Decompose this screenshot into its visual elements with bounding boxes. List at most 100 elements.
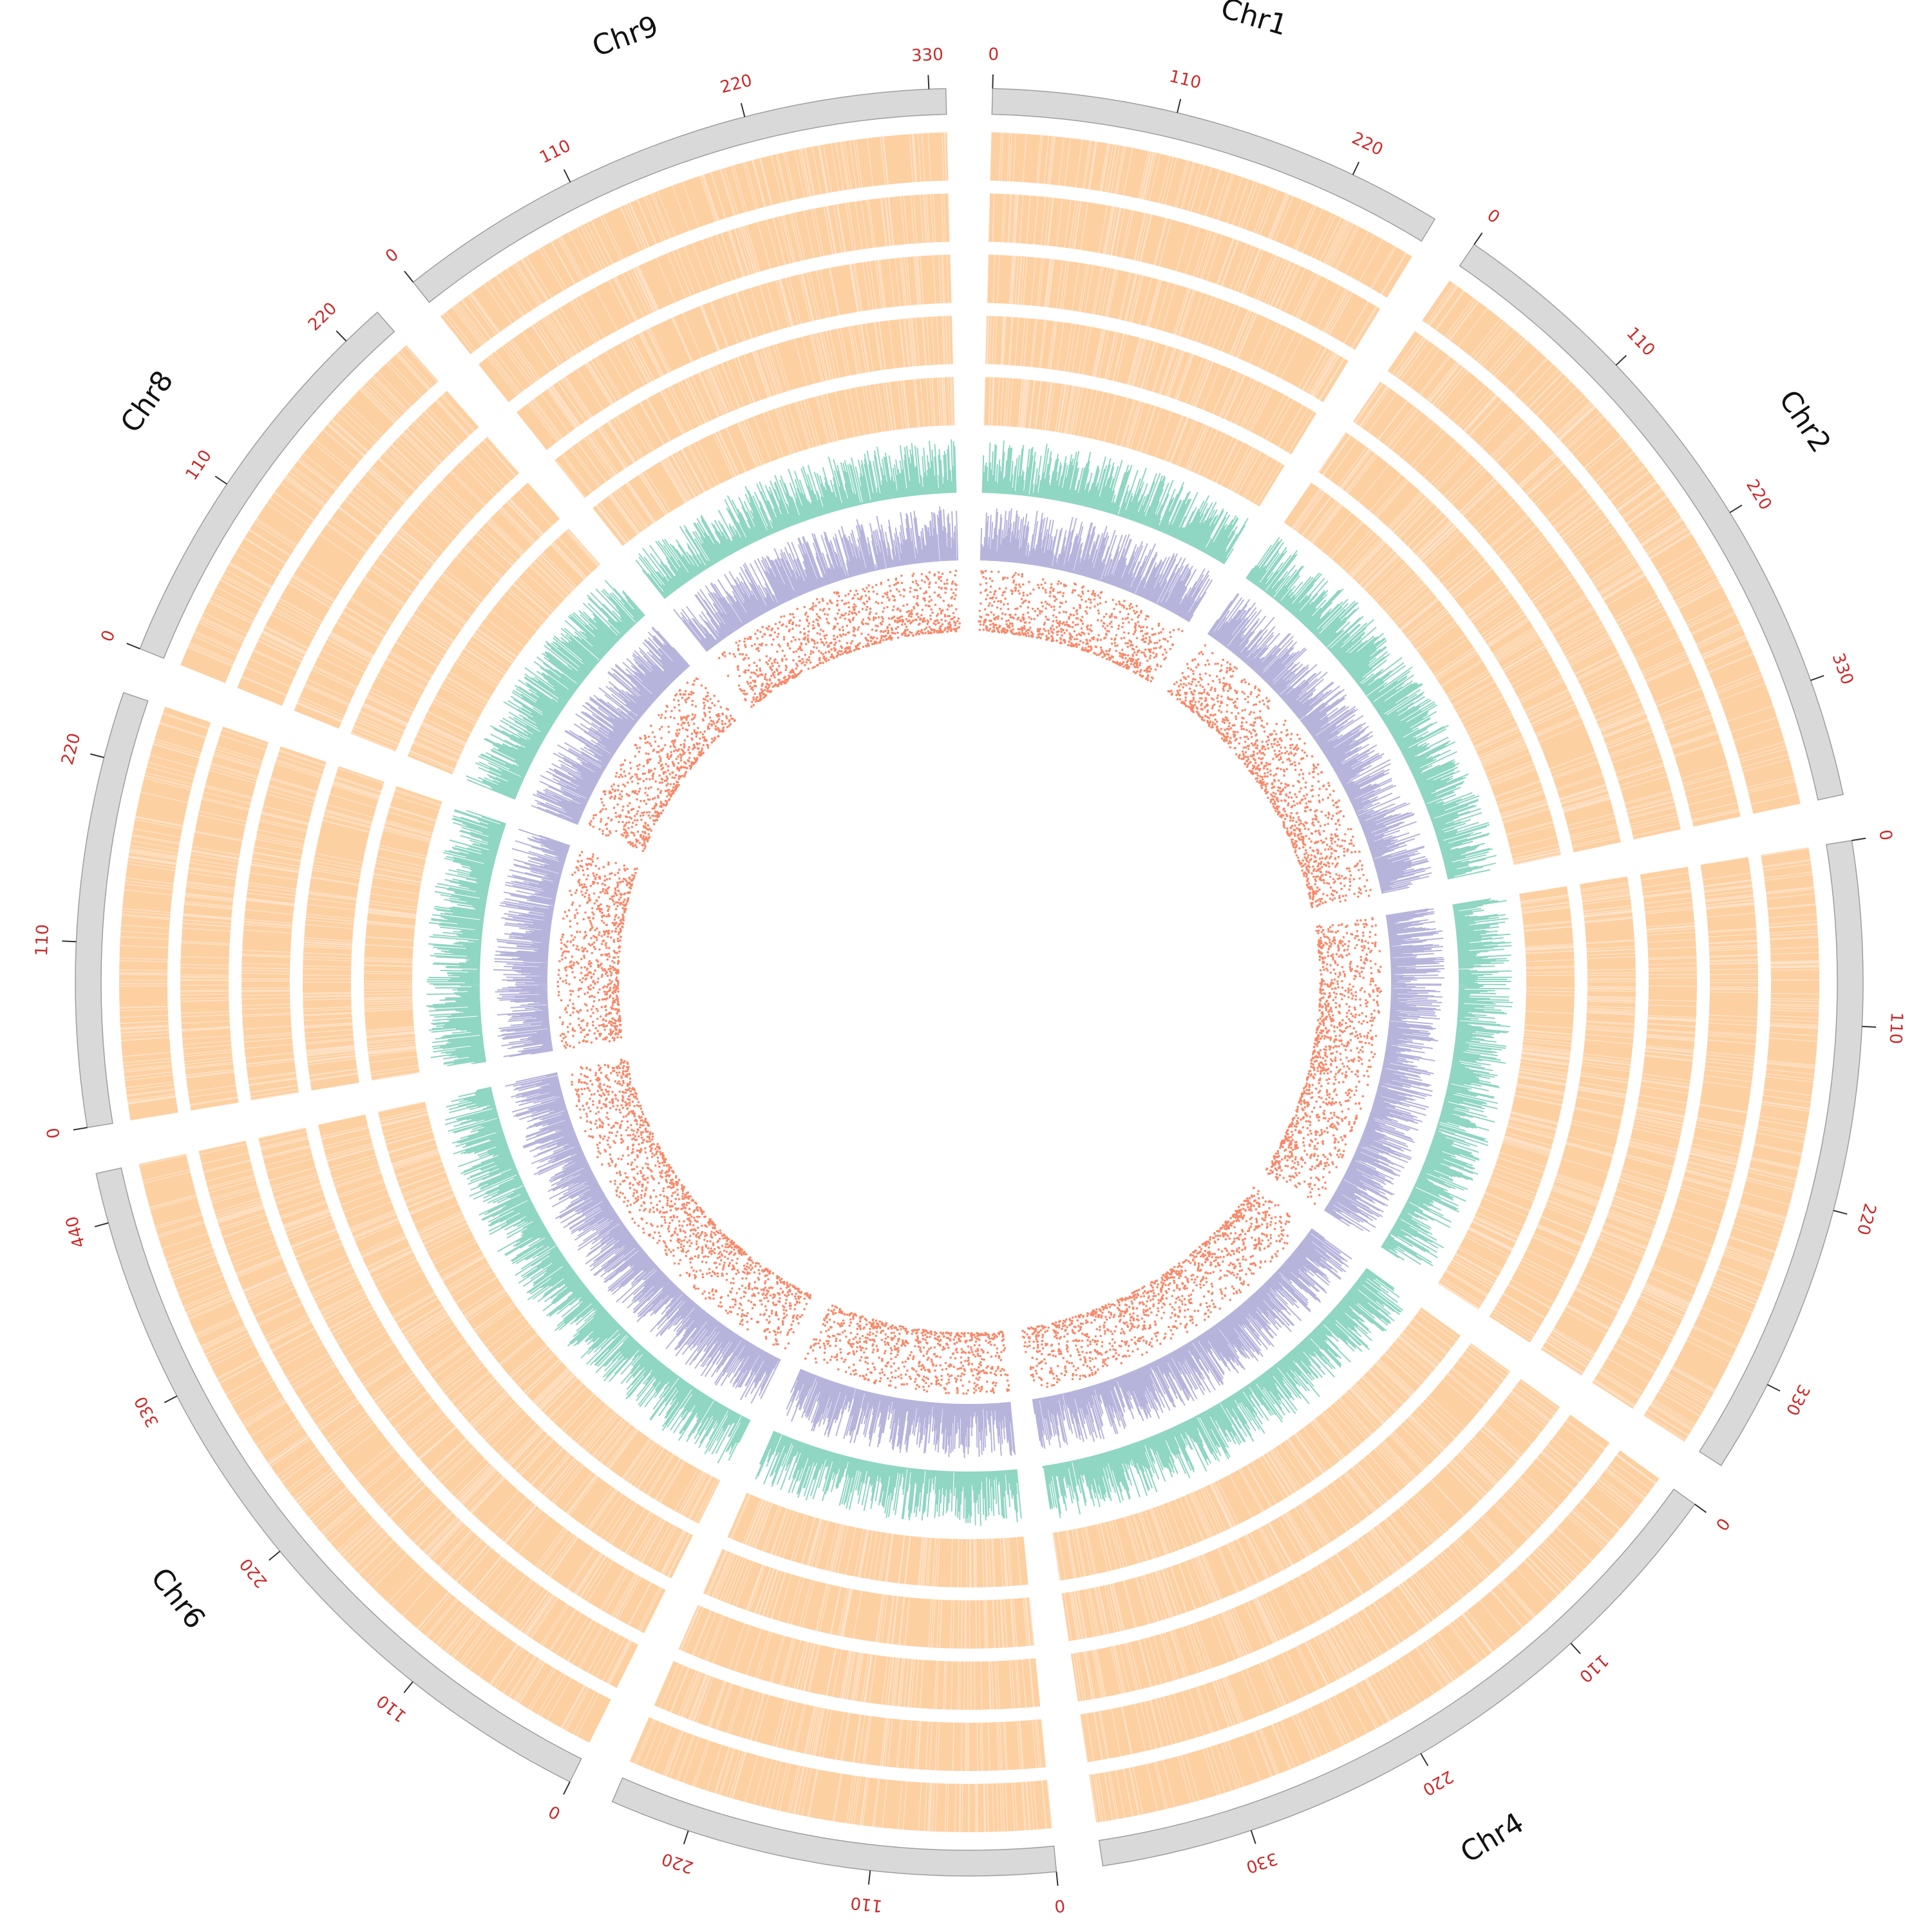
band-chr9-4	[554, 316, 953, 498]
hist-green-chr5	[755, 1430, 1022, 1526]
band-chr9-3	[516, 254, 952, 450]
band-chr5-5	[727, 1493, 1028, 1588]
tick-chr5-0	[1056, 1871, 1059, 1886]
band-stripes-chr8-1	[187, 346, 438, 667]
hist-purple-chr8	[531, 627, 690, 826]
tick-label-chr5-0: 0	[1054, 1895, 1066, 1915]
band-chr6-2	[198, 1141, 639, 1688]
tick-chr8-0	[126, 643, 140, 650]
band-stripes-chr3-5	[1437, 894, 1575, 1310]
scatter-chr4	[1021, 1186, 1291, 1388]
band-stripes-chr7-5	[363, 786, 442, 1081]
band-stripes-chr4-2	[1080, 1419, 1606, 1763]
band-chr6-1	[138, 1153, 611, 1743]
band-stripes-chr8-3	[296, 437, 520, 723]
tick-chr4-110	[1570, 1642, 1581, 1654]
tick-label-chr9-330: 330	[911, 45, 944, 66]
tick-label-chr3-220: 220	[1853, 1201, 1880, 1237]
band-chr8-3	[294, 437, 520, 729]
tick-label-chr6-440: 440	[62, 1214, 90, 1250]
tick-chr6-110	[403, 1681, 413, 1694]
scatter-chr9	[718, 569, 961, 708]
tick-label-chr6-330: 330	[131, 1393, 163, 1430]
ideogram-chr4	[1098, 1488, 1696, 1867]
tick-label-chr9-110: 110	[536, 136, 574, 167]
hist-green-chr3	[1381, 898, 1513, 1267]
tick-chr4-330	[1250, 1830, 1256, 1844]
tick-chr9-220	[740, 102, 746, 117]
band-stripes-chr5-5	[730, 1493, 1021, 1588]
band-stripes-chr1-1	[999, 132, 1407, 295]
band-stripes-chr8-4	[351, 490, 553, 751]
tick-label-chr2-110: 110	[1622, 323, 1658, 360]
hist-purple-chr6	[505, 1072, 781, 1404]
histogram-layer	[426, 439, 1513, 1526]
band-chr4-5	[1052, 1307, 1461, 1581]
band-stripes-chr9-5	[595, 377, 954, 544]
band-stripes-chr2-3	[1354, 383, 1680, 837]
tick-chr9-0	[404, 270, 414, 283]
tick-label-chr6-110: 110	[374, 1690, 411, 1725]
band-chr2-5	[1283, 482, 1562, 866]
hist-purple-chr3	[1323, 908, 1444, 1233]
tick-label-chr8-0: 0	[97, 627, 119, 645]
hist-green-chr2	[1245, 536, 1497, 880]
tick-label-chr3-110: 110	[1886, 1012, 1906, 1045]
band-chr9-2	[478, 193, 950, 402]
scatter-chr5	[804, 1304, 1010, 1395]
band-stripes-chr4-1	[1090, 1454, 1657, 1823]
hist-purple-chr1	[980, 508, 1213, 623]
hist-green-chr7	[426, 809, 507, 1066]
scatter-chr8	[589, 677, 736, 852]
band-stripes-chr2-2	[1392, 334, 1740, 822]
hist-green-chr4	[1042, 1267, 1404, 1519]
hist-green-chr8	[466, 580, 645, 800]
band-chr1-3	[987, 254, 1349, 402]
band-chr4-1	[1089, 1450, 1660, 1823]
band-chr1-1	[990, 132, 1412, 298]
tick-chr4-0	[1694, 1503, 1707, 1513]
tick-chr6-0	[563, 1781, 571, 1795]
scatter-layer	[556, 569, 1383, 1395]
tick-label-chr2-330: 330	[1828, 650, 1857, 687]
tick-chr6-220	[269, 1550, 281, 1561]
band-chr9-1	[440, 132, 949, 355]
band-chr7-5	[363, 786, 442, 1081]
chr-label-chr6: Chr6	[144, 1562, 212, 1635]
tick-label-chr1-110: 110	[1168, 67, 1203, 93]
band-chr9-5	[592, 377, 955, 546]
band-stripes-chr5-3	[679, 1605, 1035, 1710]
band-chr8-1	[180, 345, 439, 683]
tick-chr3-220	[1833, 1209, 1848, 1215]
tick-chr3-0	[1852, 837, 1866, 842]
band-stripes-chr3-4	[1490, 882, 1636, 1341]
band-stripes-chr5-4	[703, 1548, 1034, 1649]
ideogram-chr5	[611, 1777, 1057, 1877]
tick-label-chr5-110: 110	[849, 1893, 884, 1915]
tick-label-chr7-110: 110	[32, 923, 53, 956]
ideogram-chr3	[1698, 840, 1864, 1466]
scatter-chr3	[1265, 916, 1383, 1205]
band-chr1-2	[989, 193, 1381, 350]
tick-chr2-220	[1729, 504, 1743, 513]
band-chr3-2	[1592, 857, 1759, 1409]
tick-chr6-330	[164, 1395, 178, 1403]
band-chr7-3	[241, 746, 327, 1101]
band-stripes-chr3-1	[1643, 848, 1820, 1442]
band-stripes-chr6-2	[199, 1143, 632, 1685]
band-stripes-chr2-4	[1318, 432, 1620, 848]
tick-label-chr1-220: 220	[1349, 129, 1386, 160]
band-stripes-chr1-3	[987, 254, 1345, 401]
scatter-chr2	[1167, 644, 1372, 909]
band-chr6-5	[377, 1101, 721, 1524]
band-stripes-chr9-1	[442, 132, 947, 353]
band-stripes-chr7-1	[118, 712, 209, 1105]
tick-label-chr1-0: 0	[988, 45, 999, 64]
ideogram-chr1	[991, 88, 1436, 242]
band-stripes-chr3-3	[1540, 872, 1698, 1376]
ideogram-layer	[75, 88, 1864, 1877]
band-stripes-chr5-1	[634, 1719, 1052, 1833]
band-stripes-chr7-2	[180, 729, 268, 1106]
tick-chr7-220	[90, 753, 104, 759]
